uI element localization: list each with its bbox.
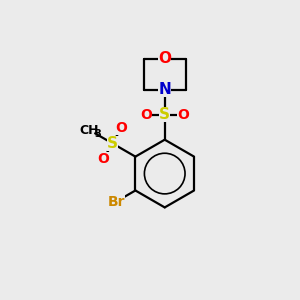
Text: O: O bbox=[140, 108, 152, 122]
Text: N: N bbox=[158, 82, 171, 97]
Text: Br: Br bbox=[107, 194, 125, 208]
Text: O: O bbox=[98, 152, 109, 166]
Text: S: S bbox=[159, 107, 170, 122]
Text: S: S bbox=[107, 136, 118, 151]
Text: O: O bbox=[115, 121, 127, 135]
Text: 3: 3 bbox=[94, 129, 101, 139]
Text: O: O bbox=[177, 108, 189, 122]
Text: CH: CH bbox=[80, 124, 99, 136]
Text: O: O bbox=[158, 51, 171, 66]
